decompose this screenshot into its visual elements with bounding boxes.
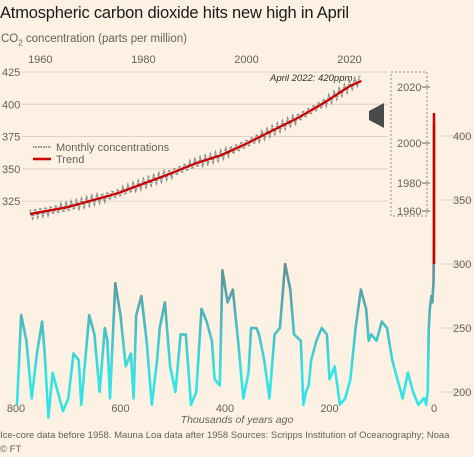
monthly-series: [29, 75, 361, 222]
trend-series: [29, 79, 362, 216]
x-tick-label-top: 1980: [131, 54, 155, 66]
x-tick-label-bottom: 400: [216, 403, 234, 415]
x-tick-label-top: 1960: [28, 54, 52, 66]
arrow-icon: [369, 103, 384, 128]
y-tick-label-bottom: 300: [453, 259, 471, 271]
y-tick-label-bottom: 350: [453, 195, 471, 207]
monthly-concentration-line: [29, 75, 361, 222]
legend-label-monthly: Monthly concentrations: [56, 142, 170, 154]
y-tick-label-top: 350: [2, 164, 20, 176]
annotations: April 2022: 420ppm: [269, 73, 384, 128]
source-note: Ice-core data before 1958. Mauna Loa dat…: [0, 430, 450, 441]
x-tick-label-top: 2020: [337, 54, 361, 66]
inset-year-label: 1960: [397, 206, 421, 218]
y-tick-label-top: 375: [2, 132, 20, 144]
x-tick-label-top: 2000: [234, 54, 258, 66]
x-tick-label-bottom: 200: [320, 403, 338, 415]
annotation-april-2022: April 2022: 420ppm: [269, 73, 352, 84]
y-tick-label-top: 400: [2, 99, 20, 111]
x-axis-label: Thousands of years ago: [180, 414, 294, 426]
y-tick-label-top: 425: [2, 67, 20, 79]
subtitle-main: CO: [1, 33, 19, 45]
y-tick-label-bottom: 200: [453, 387, 471, 399]
gridlines: [22, 71, 474, 393]
y-tick-label-bottom: 250: [453, 323, 471, 335]
x-tick-label-bottom: 800: [7, 403, 25, 415]
inset-box: 2020 2000 1980 1960: [390, 71, 430, 218]
ft-credit: © FT: [0, 444, 22, 455]
y-tick-label-bottom: 400: [453, 131, 471, 143]
ice-core-series: [15, 112, 436, 419]
y-tick-label-top: 325: [2, 196, 20, 208]
x-tick-label-bottom: 600: [111, 403, 129, 415]
inset-dashed-box: [390, 71, 428, 217]
inset-year-label: 1980: [397, 178, 421, 190]
trend-line: [29, 79, 362, 216]
inset-year-label: 2000: [397, 138, 421, 150]
chart-subtitle: CO2 concentration (parts per million): [1, 33, 187, 47]
chart-title: Atmospheric carbon dioxide hits new high…: [0, 4, 349, 22]
ice-core-line: [15, 123, 436, 419]
subtitle-rest: concentration (parts per million): [22, 33, 187, 45]
inset-year-label: 2020: [397, 82, 421, 94]
x-tick-label-bottom: 0: [431, 403, 437, 415]
legend-label-trend: Trend: [56, 154, 84, 166]
subtitle-subscript: 2: [18, 38, 23, 48]
